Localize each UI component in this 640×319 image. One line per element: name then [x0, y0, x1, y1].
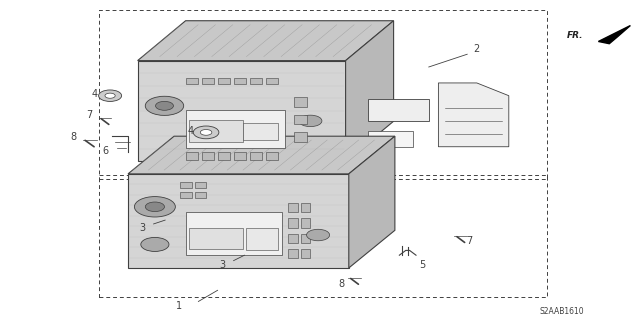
Circle shape — [99, 90, 122, 101]
Bar — [288, 203, 298, 212]
Bar — [218, 152, 230, 160]
Polygon shape — [138, 21, 394, 61]
Circle shape — [156, 101, 173, 110]
Circle shape — [134, 197, 175, 217]
Bar — [186, 110, 285, 148]
Bar — [195, 192, 206, 198]
Bar — [301, 218, 310, 228]
Bar — [180, 192, 192, 198]
Text: 5: 5 — [419, 260, 426, 271]
Bar — [266, 78, 278, 84]
Bar — [288, 234, 298, 243]
Bar — [301, 249, 310, 258]
Bar — [189, 120, 243, 142]
Bar — [186, 152, 198, 160]
Text: 3: 3 — [139, 223, 145, 233]
Text: 6: 6 — [102, 146, 109, 156]
Circle shape — [193, 126, 219, 139]
Bar — [266, 152, 278, 160]
Text: 1: 1 — [176, 301, 182, 311]
Bar — [195, 182, 206, 188]
Circle shape — [105, 93, 115, 98]
Bar — [250, 78, 262, 84]
Text: 2: 2 — [474, 44, 480, 55]
Polygon shape — [598, 26, 630, 44]
Text: 4: 4 — [92, 89, 98, 99]
Bar — [246, 228, 278, 250]
Bar — [189, 228, 243, 249]
Polygon shape — [138, 61, 346, 161]
Bar — [294, 115, 307, 124]
Text: 3: 3 — [220, 260, 226, 270]
Bar — [234, 78, 246, 84]
Bar — [218, 78, 230, 84]
Bar — [288, 249, 298, 258]
Bar — [202, 78, 214, 84]
Circle shape — [307, 229, 330, 241]
Polygon shape — [128, 174, 349, 268]
Polygon shape — [349, 136, 395, 268]
Text: 8: 8 — [70, 131, 77, 142]
Bar — [301, 203, 310, 212]
Bar — [294, 132, 307, 142]
Circle shape — [299, 115, 322, 127]
Polygon shape — [346, 21, 394, 161]
Text: S2AAB1610: S2AAB1610 — [540, 307, 584, 315]
Bar — [301, 234, 310, 243]
Bar — [243, 123, 278, 140]
Text: FR.: FR. — [567, 31, 584, 40]
Bar — [250, 152, 262, 160]
Polygon shape — [438, 83, 509, 147]
Text: 4: 4 — [188, 126, 194, 136]
Bar — [186, 78, 198, 84]
Circle shape — [145, 202, 164, 211]
Circle shape — [200, 130, 212, 135]
Text: 7: 7 — [86, 110, 93, 120]
Text: 7: 7 — [466, 236, 472, 247]
Bar — [180, 182, 192, 188]
Polygon shape — [128, 136, 395, 174]
Bar — [288, 218, 298, 228]
Circle shape — [145, 96, 184, 115]
Bar — [368, 131, 413, 147]
Circle shape — [141, 237, 169, 251]
Bar — [368, 99, 429, 121]
Bar — [202, 152, 214, 160]
Bar — [186, 212, 282, 255]
Bar — [234, 152, 246, 160]
Bar — [294, 97, 307, 107]
Text: 8: 8 — [338, 279, 344, 289]
